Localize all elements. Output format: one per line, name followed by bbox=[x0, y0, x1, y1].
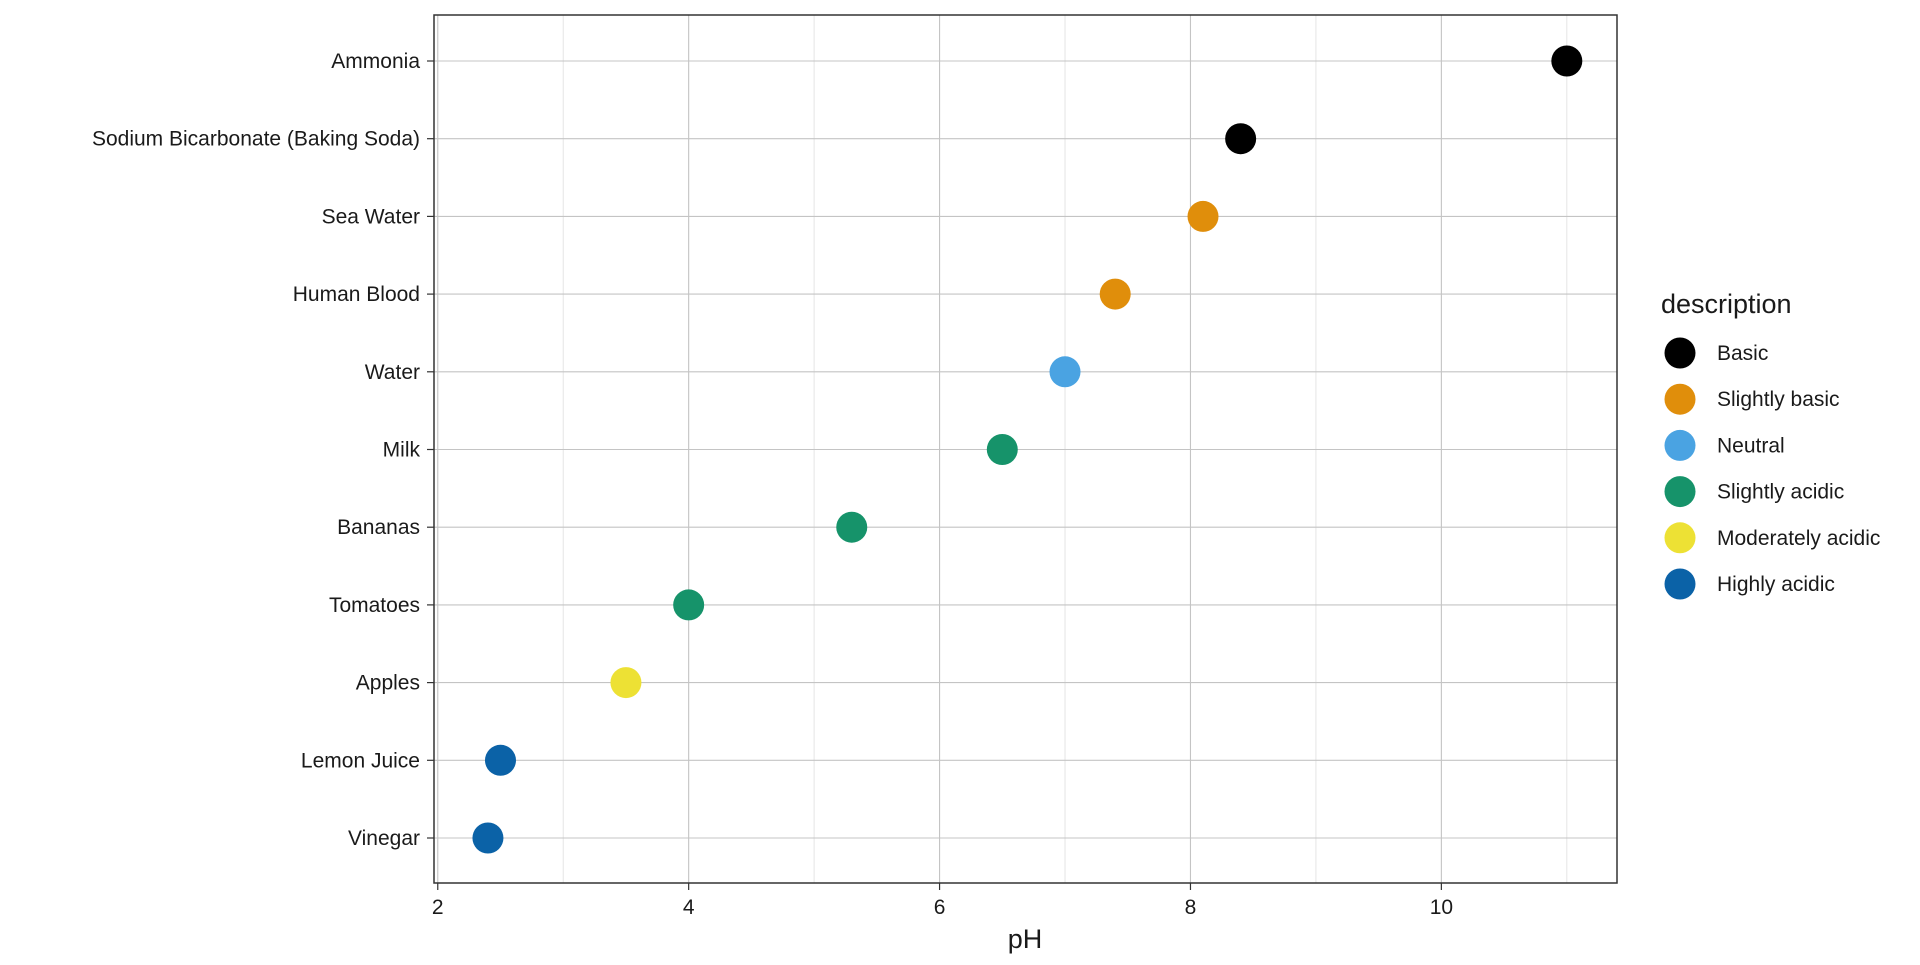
data-point bbox=[484, 744, 516, 776]
x-tick-label: 10 bbox=[1430, 896, 1453, 919]
legend-label: Highly acidic bbox=[1717, 573, 1835, 596]
data-point bbox=[1187, 200, 1219, 232]
legend-items: Basic Slightly basic Neutral Slightly acidi… bbox=[1664, 337, 1880, 600]
legend-key bbox=[1664, 476, 1696, 508]
legend: description Basic Slightly basic Neutral Sl… bbox=[1661, 289, 1880, 600]
legend-label: Slightly acidic bbox=[1717, 481, 1844, 504]
x-tick-label: 8 bbox=[1185, 896, 1197, 919]
legend-key bbox=[1664, 522, 1696, 554]
axis-layer: 2 4 6 8 10 Vinegar Lemon Juice Apples Tomatoes Ba… bbox=[92, 50, 1453, 919]
y-tick-label: Tomatoes bbox=[329, 594, 420, 617]
x-tick-label: 6 bbox=[934, 896, 946, 919]
y-tick-label: Vinegar bbox=[348, 827, 420, 850]
data-point bbox=[1049, 356, 1081, 388]
y-tick-label: Lemon Juice bbox=[301, 749, 420, 772]
legend-title: description bbox=[1661, 289, 1792, 319]
y-tick-label: Sodium Bicarbonate (Baking Soda) bbox=[92, 128, 420, 151]
grid-layer bbox=[434, 15, 1617, 883]
legend-key bbox=[1664, 383, 1696, 415]
x-axis-title: pH bbox=[1008, 924, 1043, 954]
data-point bbox=[1099, 278, 1131, 310]
legend-key bbox=[1664, 568, 1696, 600]
data-point bbox=[673, 589, 705, 621]
y-tick-label: Apples bbox=[356, 672, 420, 695]
legend-label: Moderately acidic bbox=[1717, 527, 1880, 550]
y-tick-label: Ammonia bbox=[331, 50, 420, 73]
legend-label: Slightly basic bbox=[1717, 388, 1840, 411]
legend-label: Basic bbox=[1717, 342, 1768, 365]
data-point bbox=[1551, 45, 1583, 77]
x-tick-label: 4 bbox=[683, 896, 695, 919]
y-tick-label: Human Blood bbox=[293, 283, 420, 306]
legend-key bbox=[1664, 337, 1696, 369]
points-layer bbox=[472, 45, 1583, 854]
data-point bbox=[610, 667, 642, 699]
y-tick-label: Sea Water bbox=[322, 205, 420, 228]
data-point bbox=[986, 434, 1018, 465]
legend-label: Neutral bbox=[1717, 434, 1785, 457]
y-tick-label: Bananas bbox=[337, 516, 420, 539]
data-point bbox=[472, 822, 504, 854]
x-tick-label: 2 bbox=[432, 896, 444, 919]
data-point bbox=[836, 511, 868, 543]
y-tick-label: Water bbox=[365, 361, 420, 384]
data-point bbox=[1225, 123, 1257, 155]
y-tick-label: Milk bbox=[383, 439, 421, 462]
legend-key bbox=[1664, 429, 1696, 461]
